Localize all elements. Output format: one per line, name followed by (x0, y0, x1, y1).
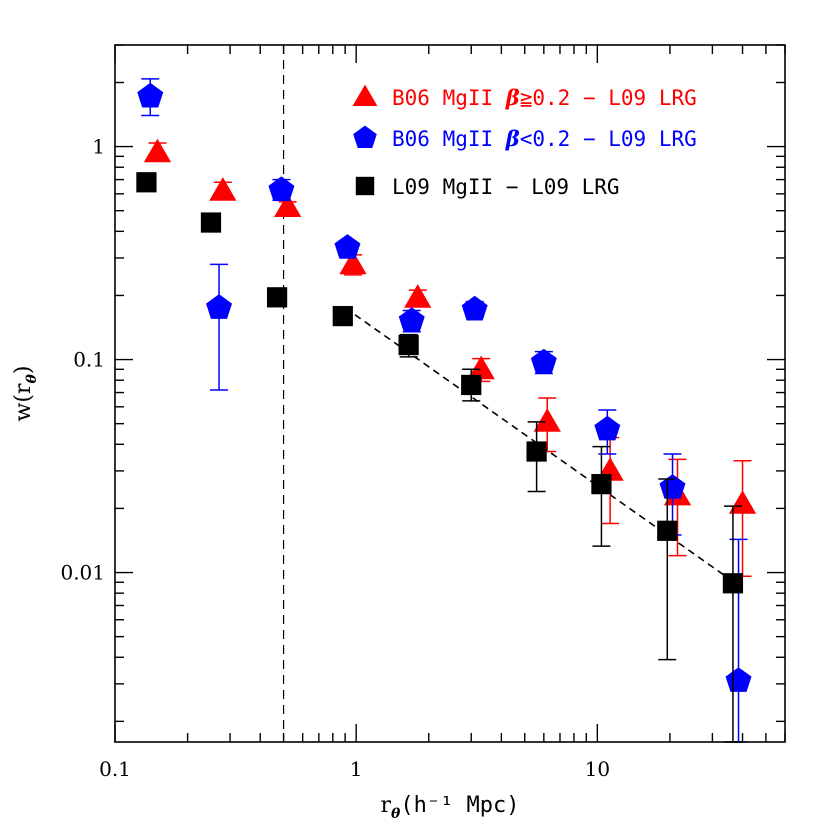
data-point-triangle (209, 177, 237, 201)
data-point-square (332, 305, 353, 327)
data-point-square (526, 441, 547, 462)
legend-label: B06 MgII β≧0.2 − L09 LRG (392, 85, 697, 110)
plot-frame (114, 44, 786, 743)
data-point-pentagon (594, 415, 621, 441)
data-point-pentagon (461, 295, 488, 321)
data-point-pentagon (137, 82, 164, 108)
legend-marker-pentagon (353, 125, 377, 149)
legend-label-part: L09 MgII − L09 LRG (392, 175, 620, 199)
y-axis-label-base: w(r (11, 383, 36, 421)
data-point-pentagon (659, 474, 686, 499)
data-point-triangle (274, 193, 302, 217)
x-axis-label-sub: θ (391, 806, 401, 822)
data-point-square (591, 474, 612, 495)
data-point-square (722, 573, 744, 594)
legend-marker-square (355, 176, 375, 196)
data-point-square (657, 520, 678, 541)
series-square (136, 172, 744, 743)
data-point-triangle (533, 408, 561, 432)
y-tick-label: 1 (92, 135, 105, 159)
x-tick-label: 0.1 (99, 757, 131, 781)
data-point-pentagon (725, 667, 752, 692)
data-point-square (398, 334, 419, 356)
ticks-group (114, 44, 786, 742)
y-axis-label: w(rθ) (11, 366, 40, 422)
legend-label: L09 MgII − L09 LRG (392, 175, 620, 199)
x-axis-label-base: r (380, 793, 391, 818)
legend-label-part: B06 MgII (392, 127, 506, 151)
x-axis-label: rθ(h⁻¹ Mpc) (380, 793, 519, 822)
y-axis-label-sub: θ (24, 374, 40, 384)
data-point-triangle (728, 490, 757, 514)
y-tick-label: 0.01 (60, 561, 105, 585)
data-point-pentagon (268, 176, 295, 202)
data-point-triangle (339, 250, 367, 275)
x-tick-label: 10 (585, 757, 610, 781)
data-point-square (200, 212, 222, 233)
y-tick-label: 0.1 (73, 348, 105, 372)
data-point-square (461, 374, 482, 396)
series-group (136, 78, 757, 743)
series-triangle (143, 138, 757, 578)
series-pentagon (137, 78, 752, 743)
legend-label-part: ≧0.2 − L09 LRG (520, 86, 697, 110)
tick-labels-group: 0.1 1 10 0.01 0.1 1 (60, 135, 610, 781)
data-point-pentagon (206, 294, 232, 319)
data-point-triangle (143, 138, 172, 163)
data-point-pentagon (530, 348, 557, 374)
legend-label-part: <0.2 − L09 LRG (520, 127, 697, 151)
data-point-square (266, 287, 288, 308)
legend-label-greek: β (505, 85, 520, 110)
x-tick-label: 1 (350, 757, 363, 781)
data-point-triangle (467, 355, 495, 380)
legend-marker-triangle (352, 84, 378, 106)
legend-label: B06 MgII β<0.2 − L09 LRG (392, 126, 697, 151)
legend-label-part: B06 MgII (392, 86, 506, 110)
data-point-pentagon (334, 234, 361, 259)
data-point-square (136, 172, 157, 193)
data-point-pentagon (398, 307, 425, 332)
legend-label-greek: β (505, 126, 520, 151)
x-axis-label-rest: (h⁻¹ Mpc) (400, 793, 519, 818)
data-point-triangle (404, 284, 432, 308)
y-axis-label-rest: ) (11, 366, 36, 375)
